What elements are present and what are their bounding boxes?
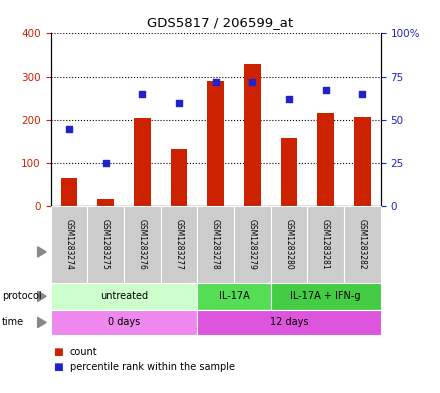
Point xyxy=(249,79,256,85)
Bar xyxy=(61,178,77,206)
Text: GSM1283275: GSM1283275 xyxy=(101,219,110,270)
Polygon shape xyxy=(38,247,46,257)
Text: ■: ■ xyxy=(53,362,62,372)
Point xyxy=(66,125,73,132)
Bar xyxy=(317,112,334,206)
Text: time: time xyxy=(2,318,24,327)
Bar xyxy=(244,64,260,206)
Point xyxy=(286,96,293,102)
Text: GSM1283274: GSM1283274 xyxy=(64,219,73,270)
Text: percentile rank within the sample: percentile rank within the sample xyxy=(70,362,235,372)
Text: IL-17A: IL-17A xyxy=(219,291,249,301)
Bar xyxy=(97,198,114,206)
Bar xyxy=(354,117,370,206)
Point xyxy=(212,79,219,85)
Text: count: count xyxy=(70,347,97,357)
Bar xyxy=(171,149,187,206)
Point xyxy=(139,91,146,97)
Text: 0 days: 0 days xyxy=(108,318,140,327)
Polygon shape xyxy=(38,318,46,328)
Text: GSM1283280: GSM1283280 xyxy=(284,219,293,270)
Text: GDS5817 / 206599_at: GDS5817 / 206599_at xyxy=(147,17,293,29)
Text: 12 days: 12 days xyxy=(270,318,308,327)
Text: GSM1283277: GSM1283277 xyxy=(174,219,183,270)
Bar xyxy=(281,138,297,206)
Text: GSM1283278: GSM1283278 xyxy=(211,219,220,270)
Text: protocol: protocol xyxy=(2,291,42,301)
Text: IL-17A + IFN-g: IL-17A + IFN-g xyxy=(290,291,361,301)
Text: ■: ■ xyxy=(53,347,62,357)
Polygon shape xyxy=(38,291,46,301)
Text: GSM1283279: GSM1283279 xyxy=(248,219,257,270)
Bar xyxy=(134,118,150,206)
Text: GSM1283281: GSM1283281 xyxy=(321,219,330,270)
Text: GSM1283282: GSM1283282 xyxy=(358,219,367,270)
Point xyxy=(359,91,366,97)
Point xyxy=(322,87,329,94)
Text: untreated: untreated xyxy=(100,291,148,301)
Bar xyxy=(207,81,224,206)
Point xyxy=(176,99,183,106)
Text: GSM1283276: GSM1283276 xyxy=(138,219,147,270)
Point xyxy=(102,160,109,166)
